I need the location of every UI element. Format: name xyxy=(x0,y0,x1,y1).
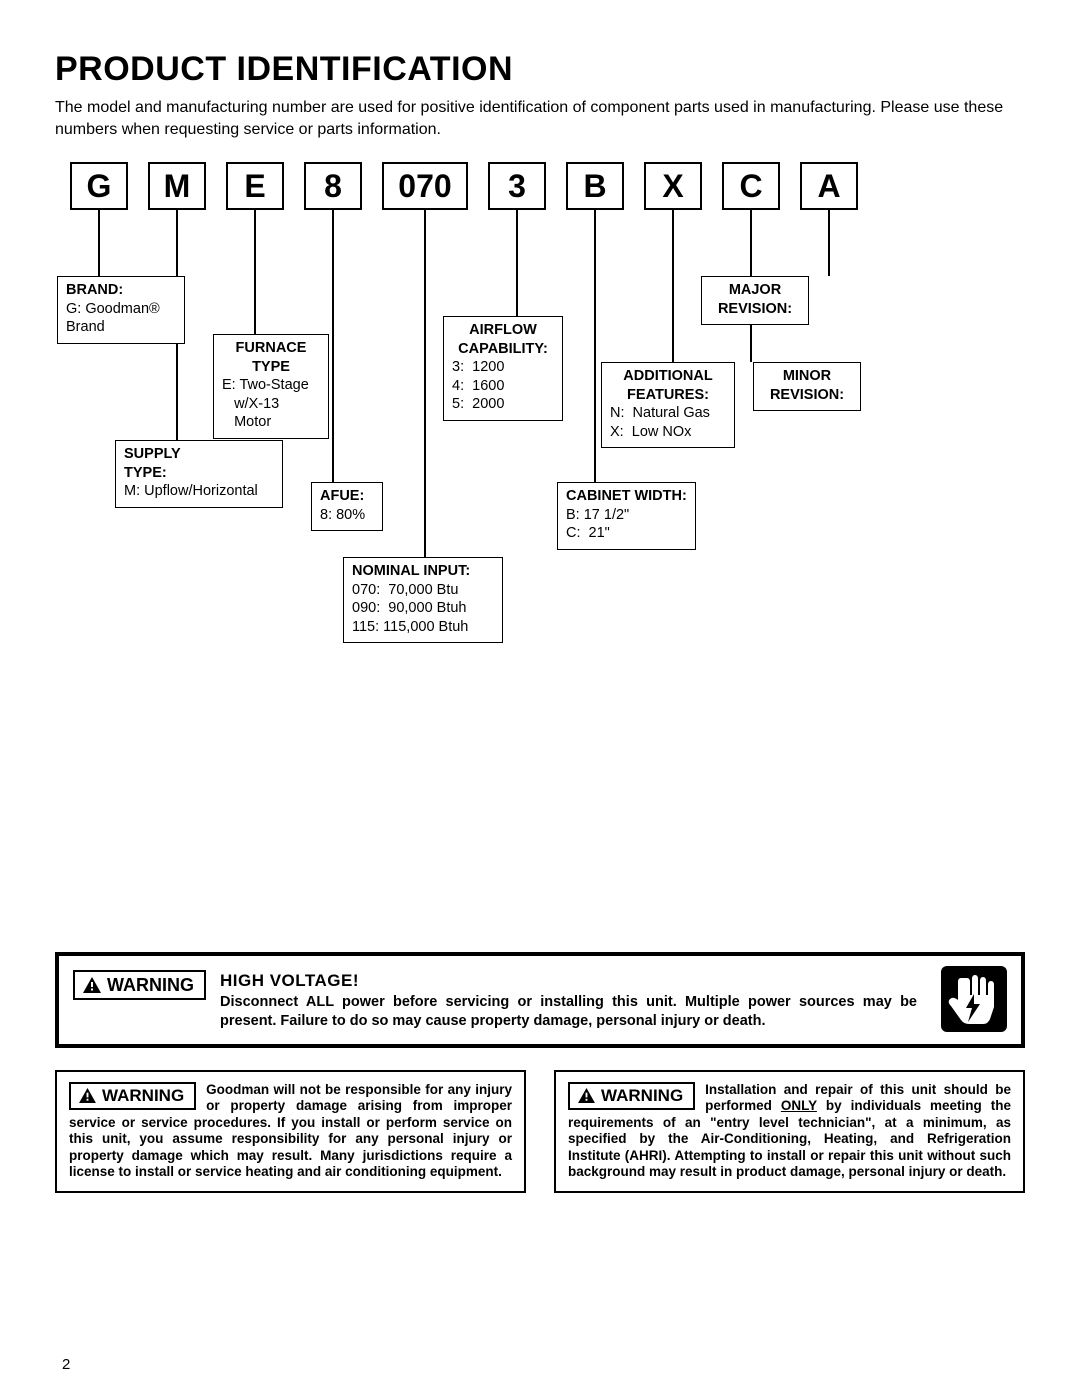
high-voltage-headline: HIGH VOLTAGE! xyxy=(220,970,917,991)
info-title: FURNACETYPE xyxy=(222,339,320,376)
page-number: 2 xyxy=(62,1356,70,1373)
warning-right: WARNING Installation and repair of this … xyxy=(554,1070,1025,1193)
warning-triangle-icon xyxy=(578,1088,595,1103)
info-brand: BRAND:G: Goodman®Brand xyxy=(57,276,185,344)
connector-line xyxy=(594,210,596,482)
info-afue: AFUE:8: 80% xyxy=(311,482,383,531)
info-line: 090: 90,000 Btuh xyxy=(352,599,494,618)
model-code-box: C xyxy=(722,162,780,210)
info-line: 8: 80% xyxy=(320,506,374,525)
info-title: CABINET WIDTH: xyxy=(566,487,687,506)
info-airflow: AIRFLOWCAPABILITY:3: 12004: 16005: 2000 xyxy=(443,316,563,421)
electric-hand-icon xyxy=(941,966,1007,1037)
warning-badge-label: WARNING xyxy=(107,975,194,996)
connector-line xyxy=(98,210,100,276)
info-title: AIRFLOWCAPABILITY: xyxy=(452,321,554,358)
warning-high-voltage: WARNING HIGH VOLTAGE! Disconnect ALL pow… xyxy=(55,952,1025,1048)
model-code-box: X xyxy=(644,162,702,210)
page-title: PRODUCT IDENTIFICATION xyxy=(55,50,1025,89)
info-title: MINORREVISION: xyxy=(762,367,852,404)
info-line: C: 21" xyxy=(566,524,687,543)
warning-badge: WARNING xyxy=(568,1082,695,1110)
identification-diagram: BRAND:G: Goodman®Brand SUPPLYTYPE:M: Upfl… xyxy=(55,222,1025,682)
model-code-box: 8 xyxy=(304,162,362,210)
model-code-box: G xyxy=(70,162,128,210)
model-code-box: E xyxy=(226,162,284,210)
model-code-box: A xyxy=(800,162,858,210)
info-line: E: Two-Stage xyxy=(222,376,320,395)
model-code-row: GME8 070 3BXCA xyxy=(55,162,1025,222)
bottom-warning-row: WARNING Goodman will not be responsible … xyxy=(55,1070,1025,1193)
info-supply: SUPPLYTYPE:M: Upflow/Horizontal xyxy=(115,440,283,508)
info-line: M: Upflow/Horizontal xyxy=(124,482,274,501)
warning-badge-label: WARNING xyxy=(102,1086,184,1106)
info-major: MAJORREVISION: xyxy=(701,276,809,325)
info-title: NOMINAL INPUT: xyxy=(352,562,494,581)
info-line: G: Goodman® xyxy=(66,300,176,319)
warning-badge-label: WARNING xyxy=(601,1086,683,1106)
warning-triangle-icon xyxy=(83,977,101,993)
info-title: ADDITIONALFEATURES: xyxy=(610,367,726,404)
info-line: Brand xyxy=(66,318,176,337)
info-title: MAJORREVISION: xyxy=(710,281,800,318)
model-code-box: M xyxy=(148,162,206,210)
connector-line xyxy=(332,210,334,482)
warning-text: HIGH VOLTAGE! Disconnect ALL power befor… xyxy=(220,970,1007,1030)
info-line: B: 17 1/2" xyxy=(566,506,687,525)
info-line: N: Natural Gas xyxy=(610,404,726,423)
warning-badge: WARNING xyxy=(73,970,206,1000)
info-title: BRAND: xyxy=(66,281,176,300)
model-code-box: 3 xyxy=(488,162,546,210)
info-line: 3: 1200 xyxy=(452,358,554,377)
info-features: ADDITIONALFEATURES:N: Natural GasX: Low … xyxy=(601,362,735,448)
connector-line xyxy=(424,210,426,557)
info-furnace: FURNACETYPEE: Two-Stage w/X-13 Motor xyxy=(213,334,329,439)
connector-line xyxy=(254,210,256,334)
model-code-box: B xyxy=(566,162,624,210)
info-line: 5: 2000 xyxy=(452,395,554,414)
warning-triangle-icon xyxy=(79,1088,96,1103)
connector-line xyxy=(516,210,518,316)
info-line: 070: 70,000 Btu xyxy=(352,581,494,600)
info-minor: MINORREVISION: xyxy=(753,362,861,411)
info-line: 115: 115,000 Btuh xyxy=(352,618,494,637)
info-line: w/X-13 xyxy=(222,395,320,414)
connector-line xyxy=(828,210,830,276)
info-cabinet: CABINET WIDTH:B: 17 1/2"C: 21" xyxy=(557,482,696,550)
intro-text: The model and manufacturing number are u… xyxy=(55,97,1025,140)
high-voltage-body: Disconnect ALL power before servicing or… xyxy=(220,993,917,1029)
warning-badge: WARNING xyxy=(69,1082,196,1110)
warning-left: WARNING Goodman will not be responsible … xyxy=(55,1070,526,1193)
info-title: SUPPLYTYPE: xyxy=(124,445,274,482)
warning-right-only: ONLY xyxy=(781,1098,817,1113)
info-line: 4: 1600 xyxy=(452,377,554,396)
connector-line xyxy=(672,210,674,362)
info-line: X: Low NOx xyxy=(610,423,726,442)
info-line: Motor xyxy=(222,413,320,432)
info-title: AFUE: xyxy=(320,487,374,506)
info-nominal: NOMINAL INPUT:070: 70,000 Btu090: 90,000… xyxy=(343,557,503,643)
model-code-box: 070 xyxy=(382,162,468,210)
